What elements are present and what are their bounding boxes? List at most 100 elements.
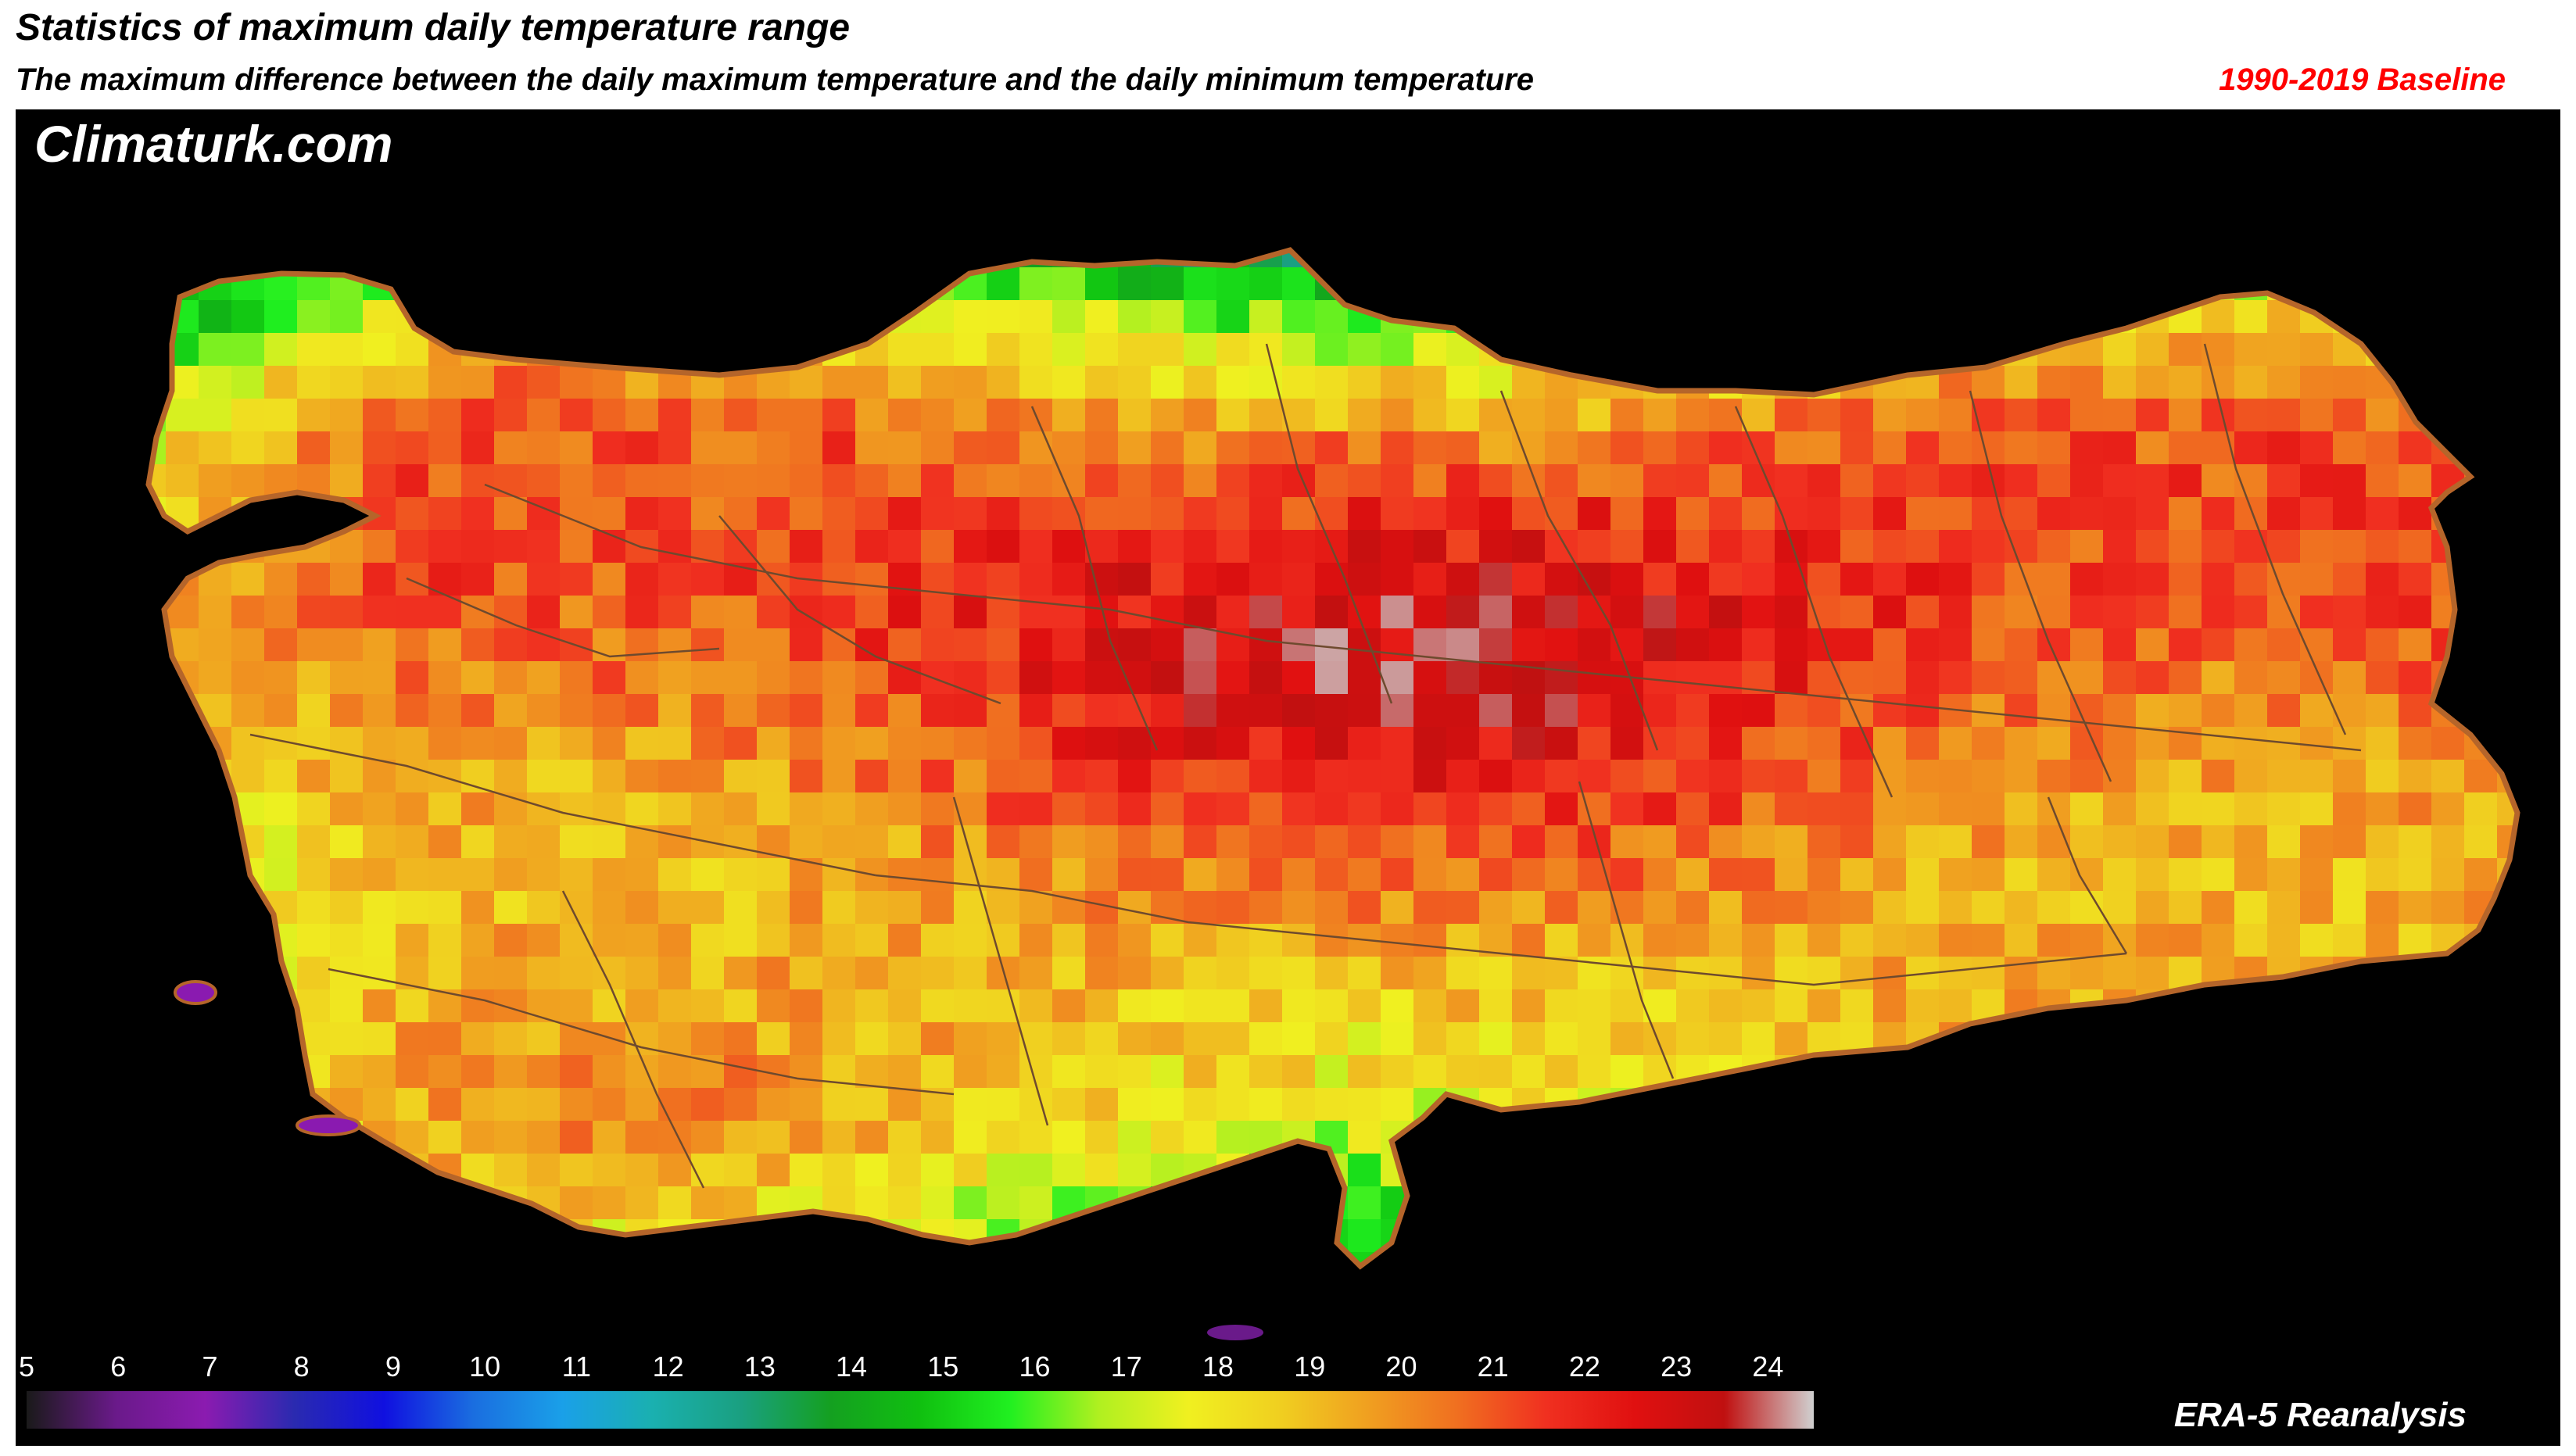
grid-cell (2037, 250, 2070, 267)
grid-cell (1315, 760, 1348, 792)
grid-cell (149, 1186, 166, 1219)
grid-cell (2136, 431, 2169, 464)
grid-cell (1545, 431, 1578, 464)
grid-cell (954, 727, 987, 760)
grid-cell (1381, 1252, 1413, 1266)
grid-cell (1085, 596, 1118, 628)
grid-cell (757, 530, 790, 563)
grid-cell (2300, 1219, 2333, 1252)
grid-cell (1840, 924, 1873, 957)
grid-cell (330, 825, 363, 858)
grid-cell (2300, 1055, 2333, 1088)
grid-cell (2103, 1154, 2136, 1186)
grid-cell (2169, 497, 2202, 530)
grid-cell (724, 1088, 757, 1121)
grid-cell (2333, 1186, 2366, 1219)
grid-cell (2300, 1088, 2333, 1121)
grid-cell (2103, 1055, 2136, 1088)
grid-cell (888, 694, 921, 727)
grid-cell (1249, 792, 1282, 825)
grid-cell (166, 858, 199, 891)
grid-cell (1709, 250, 1742, 267)
grid-cell (888, 1186, 921, 1219)
grid-cell (1052, 792, 1085, 825)
grid-cell (1610, 300, 1643, 333)
grid-cell (2234, 891, 2267, 924)
grid-cell (1742, 267, 1775, 300)
grid-cell (149, 760, 166, 792)
grid-cell (1578, 924, 1610, 957)
grid-cell (1578, 1186, 1610, 1219)
grid-cell (560, 497, 593, 530)
grid-cell (1906, 1154, 1939, 1186)
grid-cell (560, 250, 593, 267)
grid-cell (297, 989, 330, 1022)
grid-cell (1446, 1055, 1479, 1088)
grid-cell (691, 464, 724, 497)
grid-cell (1906, 628, 1939, 661)
grid-cell (1807, 431, 1840, 464)
grid-cell (1315, 989, 1348, 1022)
grid-cell (1742, 563, 1775, 596)
grid-cell (2399, 497, 2431, 530)
grid-cell (1545, 727, 1578, 760)
grid-cell (2103, 1121, 2136, 1154)
grid-cell (757, 1121, 790, 1154)
grid-cell (2136, 464, 2169, 497)
grid-cell (363, 891, 396, 924)
grid-cell (1972, 497, 2005, 530)
grid-cell (264, 694, 297, 727)
grid-cell (1873, 628, 1906, 661)
grid-cell (1545, 1055, 1578, 1088)
grid-cell (1676, 250, 1709, 267)
grid-cell (2333, 250, 2366, 267)
grid-cell (1709, 792, 1742, 825)
grid-cell (363, 563, 396, 596)
grid-cell (2333, 431, 2366, 464)
grid-cell (1184, 989, 1216, 1022)
grid-cell (1807, 858, 1840, 891)
grid-cell (954, 1121, 987, 1154)
grid-cell (461, 1022, 494, 1055)
grid-cell (1775, 530, 1807, 563)
grid-cell (231, 1186, 264, 1219)
grid-cell (1545, 1022, 1578, 1055)
grid-cell (330, 399, 363, 431)
grid-cell (1479, 661, 1512, 694)
grid-cell (1545, 1186, 1578, 1219)
grid-cell (1610, 1186, 1643, 1219)
grid-cell (149, 250, 166, 267)
grid-cell (560, 366, 593, 399)
grid-cell (560, 431, 593, 464)
grid-cell (2530, 727, 2560, 760)
grid-cell (428, 727, 461, 760)
grid-cell (1676, 563, 1709, 596)
grid-cell (2136, 792, 2169, 825)
grid-cell (1118, 431, 1151, 464)
grid-cell (855, 563, 888, 596)
grid-cell (2530, 858, 2560, 891)
grid-cell (2497, 957, 2517, 989)
grid-cell (2464, 989, 2497, 1022)
grid-cell (2399, 1022, 2431, 1055)
grid-cell (231, 694, 264, 727)
grid-cell (2431, 1219, 2464, 1252)
grid-cell (1610, 1121, 1643, 1154)
grid-cell (1906, 563, 1939, 596)
grid-cell (166, 1186, 199, 1219)
grid-cell (297, 596, 330, 628)
grid-cell (461, 497, 494, 530)
grid-cell (2267, 628, 2300, 661)
grid-cell (1052, 267, 1085, 300)
grid-cell (1019, 267, 1052, 300)
grid-cell (1545, 1121, 1578, 1154)
grid-cell (822, 891, 855, 924)
grid-cell (1216, 1055, 1249, 1088)
colorbar-tick-label: 9 (385, 1350, 401, 1383)
grid-cell (987, 727, 1019, 760)
grid-cell (1249, 858, 1282, 891)
grid-cell (954, 1219, 987, 1252)
grid-cell (2037, 891, 2070, 924)
grid-cell (757, 1252, 790, 1266)
grid-cell (1840, 1088, 1873, 1121)
